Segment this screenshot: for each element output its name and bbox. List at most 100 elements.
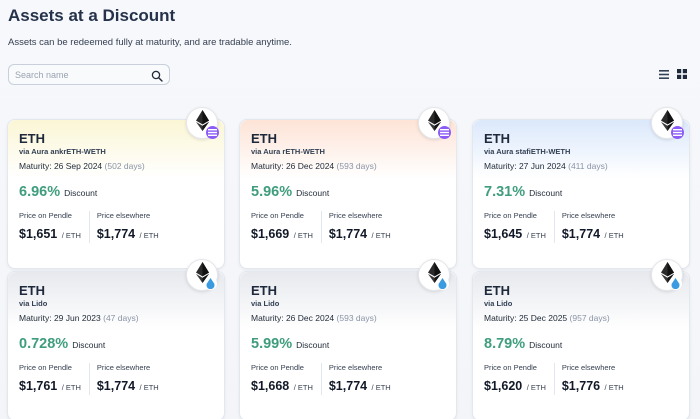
list-icon[interactable] xyxy=(658,68,670,80)
maturity-date: Maturity: 29 Jun 2023 (47 days) xyxy=(19,313,139,323)
price-elsewhere: Price elsewhere $1,774 / ETH xyxy=(88,363,159,395)
aura-icon xyxy=(438,126,451,139)
token-badge xyxy=(186,259,218,291)
discount-row: 7.31% Discount xyxy=(484,184,678,200)
price-elsewhere-label: Price elsewhere xyxy=(328,211,383,220)
search-icon[interactable] xyxy=(151,69,163,82)
price-on-pendle-label: Price on Pendle xyxy=(251,363,304,372)
price-elsewhere-value: $1,774 xyxy=(96,227,136,241)
price-on-pendle-value: $1,645 xyxy=(484,227,523,241)
asset-source: via Lido xyxy=(19,299,48,308)
price-on-pendle: Price on Pendle $1,761 / ETH xyxy=(19,363,81,395)
discount-label: Discount xyxy=(296,188,330,198)
price-on-pendle-label: Price on Pendle xyxy=(19,363,72,372)
asset-card[interactable]: ETH via Aura rETH-WETH Maturity: 26 Dec … xyxy=(239,107,457,269)
price-on-pendle-value: $1,669 xyxy=(251,227,290,241)
price-on-pendle-value: $1,620 xyxy=(484,379,523,393)
price-elsewhere-value: $1,774 xyxy=(561,227,601,241)
asset-symbol: ETH xyxy=(251,283,277,298)
eth-icon xyxy=(195,110,209,136)
price-unit: / ETH xyxy=(293,231,313,240)
price-on-pendle-label: Price on Pendle xyxy=(251,211,304,220)
eth-icon xyxy=(427,262,441,288)
asset-card[interactable]: ETH via Lido Maturity: 26 Dec 2024 (593 … xyxy=(239,259,457,419)
asset-source: via Aura rETH-WETH xyxy=(251,147,325,156)
days-remaining: (47 days) xyxy=(103,313,139,323)
discount-row: 6.96% Discount xyxy=(19,184,213,200)
maturity-date: Maturity: 26 Dec 2024 (593 days) xyxy=(251,313,377,323)
asset-symbol: ETH xyxy=(484,283,510,298)
discount-label: Discount xyxy=(529,340,563,350)
asset-card[interactable]: ETH via Lido Maturity: 25 Dec 2025 (957 … xyxy=(472,259,690,419)
discount-value: 0.728% xyxy=(19,336,69,352)
token-badge xyxy=(418,107,451,139)
asset-symbol: ETH xyxy=(19,283,45,298)
aura-icon xyxy=(206,126,219,139)
price-unit: / ETH xyxy=(526,231,546,240)
discount-label: Discount xyxy=(296,340,330,350)
price-elsewhere: Price elsewhere $1,774 / ETH xyxy=(320,211,391,243)
asset-card[interactable]: ETH via Aura ankrETH-WETH Maturity: 26 S… xyxy=(7,107,225,269)
price-row: Price on Pendle $1,668 / ETH Price elsew… xyxy=(251,363,445,395)
price-elsewhere: Price elsewhere $1,774 / ETH xyxy=(553,211,624,243)
token-badge xyxy=(418,259,450,291)
price-unit: / ETH xyxy=(139,383,159,392)
price-elsewhere-label: Price elsewhere xyxy=(96,211,151,220)
price-elsewhere-value: $1,774 xyxy=(328,379,368,393)
price-unit: / ETH xyxy=(139,231,159,240)
search-box[interactable] xyxy=(8,64,170,85)
search-input[interactable] xyxy=(15,69,151,80)
view-toggle xyxy=(658,68,688,80)
days-remaining: (593 days) xyxy=(336,313,377,323)
price-elsewhere-value: $1,774 xyxy=(328,227,368,241)
days-remaining: (502 days) xyxy=(104,161,145,171)
price-row: Price on Pendle $1,620 / ETH Price elsew… xyxy=(484,363,678,395)
maturity-date: Maturity: 26 Sep 2024 (502 days) xyxy=(19,161,145,171)
discount-value: 8.79% xyxy=(484,336,526,352)
price-elsewhere-value: $1,776 xyxy=(561,379,601,393)
price-elsewhere-label: Price elsewhere xyxy=(328,363,383,372)
price-elsewhere: Price elsewhere $1,774 / ETH xyxy=(320,363,391,395)
price-on-pendle: Price on Pendle $1,668 / ETH xyxy=(251,363,313,395)
asset-source: via Lido xyxy=(251,299,280,308)
price-on-pendle-value: $1,668 xyxy=(251,379,290,393)
lido-icon xyxy=(436,277,449,290)
asset-symbol: ETH xyxy=(19,131,45,146)
asset-source: via Aura stafiETH-WETH xyxy=(484,147,571,156)
price-unit: / ETH xyxy=(371,231,391,240)
discount-value: 7.31% xyxy=(484,184,526,200)
price-unit: / ETH xyxy=(604,383,624,392)
asset-symbol: ETH xyxy=(251,131,277,146)
page-header: Assets at a Discount xyxy=(8,6,175,26)
eth-icon xyxy=(660,262,674,288)
asset-grid: ETH via Aura ankrETH-WETH Maturity: 26 S… xyxy=(7,104,693,419)
price-row: Price on Pendle $1,761 / ETH Price elsew… xyxy=(19,363,213,395)
price-on-pendle: Price on Pendle $1,620 / ETH xyxy=(484,363,546,395)
eth-icon xyxy=(195,262,209,288)
price-on-pendle: Price on Pendle $1,669 / ETH xyxy=(251,211,313,243)
asset-card[interactable]: ETH via Lido Maturity: 29 Jun 2023 (47 d… xyxy=(7,259,225,419)
token-badge xyxy=(651,107,684,139)
eth-icon xyxy=(427,110,441,136)
price-unit: / ETH xyxy=(61,383,81,392)
eth-icon xyxy=(660,110,674,136)
grid-icon[interactable] xyxy=(676,68,688,80)
days-remaining: (411 days) xyxy=(568,161,608,171)
asset-card[interactable]: ETH via Aura stafiETH-WETH Maturity: 27 … xyxy=(472,107,690,269)
token-badge xyxy=(186,107,219,139)
page-subtitle: Assets can be redeemed fully at maturity… xyxy=(8,37,292,48)
page-title: Assets at a Discount xyxy=(8,6,176,25)
discount-row: 0.728% Discount xyxy=(19,336,213,352)
discount-row: 8.79% Discount xyxy=(484,336,678,352)
maturity-date: Maturity: 27 Jun 2024 (411 days) xyxy=(484,161,608,171)
price-on-pendle-value: $1,651 xyxy=(19,227,58,241)
lido-icon xyxy=(669,277,682,290)
price-row: Price on Pendle $1,669 / ETH Price elsew… xyxy=(251,211,445,243)
price-row: Price on Pendle $1,651 / ETH Price elsew… xyxy=(19,211,213,243)
discount-value: 5.99% xyxy=(251,336,293,352)
price-unit: / ETH xyxy=(526,383,546,392)
price-unit: / ETH xyxy=(371,383,391,392)
price-elsewhere-label: Price elsewhere xyxy=(561,363,616,372)
discount-label: Discount xyxy=(72,340,106,350)
asset-symbol: ETH xyxy=(484,131,510,146)
